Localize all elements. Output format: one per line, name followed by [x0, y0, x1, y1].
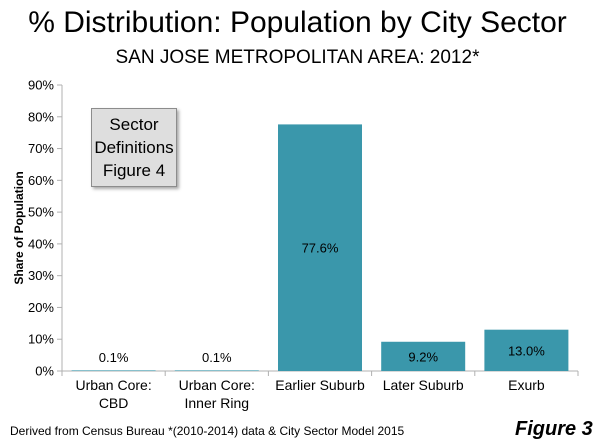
- data-label: 0.1%: [202, 350, 232, 365]
- y-tick-label: 30%: [28, 268, 54, 283]
- data-label: 77.6%: [302, 241, 339, 256]
- y-tick-label: 70%: [28, 141, 54, 156]
- x-tick-label: Urban Core:: [179, 377, 255, 393]
- bar: [278, 124, 362, 371]
- x-tick-label: Urban Core:: [75, 377, 151, 393]
- x-tick-label: Exurb: [508, 377, 545, 393]
- y-tick-label: 80%: [28, 109, 54, 124]
- y-tick-label: 40%: [28, 236, 54, 251]
- bar: [174, 370, 259, 371]
- bar: [484, 329, 569, 371]
- y-tick-label: 90%: [28, 78, 54, 93]
- definitions-line-3: Figure 4: [102, 161, 166, 180]
- chart-subtitle: SAN JOSE METROPOLITAN AREA: 2012*: [115, 47, 480, 68]
- source-footnote: Derived from Census Bureau *(2010-2014) …: [10, 424, 405, 438]
- y-tick-label: 0%: [35, 364, 54, 379]
- data-label: 0.1%: [99, 350, 129, 365]
- y-tick-label: 50%: [28, 205, 54, 220]
- y-tick-label: 10%: [28, 332, 54, 347]
- x-tick-label: Inner Ring: [185, 395, 250, 411]
- definitions-line-2: Definitions: [94, 138, 174, 157]
- y-axis-title: Share of Population: [12, 171, 26, 284]
- y-tick-label: 20%: [28, 300, 54, 315]
- definitions-line-1: Sector: [109, 115, 159, 134]
- x-tick-label: CBD: [99, 395, 129, 411]
- x-tick-label: Later Suburb: [383, 377, 464, 393]
- sector-definitions-box: Sector Definitions Figure 4: [91, 108, 177, 187]
- chart-title: % Distribution: Population by City Secto…: [28, 6, 567, 39]
- data-label: 13.0%: [508, 343, 545, 358]
- bar: [381, 341, 466, 371]
- y-tick-label: 60%: [28, 173, 54, 188]
- bar: [71, 370, 156, 371]
- figure-label: Figure 3: [515, 418, 593, 440]
- data-label: 9.2%: [408, 349, 438, 364]
- x-tick-label: Earlier Suburb: [275, 377, 365, 393]
